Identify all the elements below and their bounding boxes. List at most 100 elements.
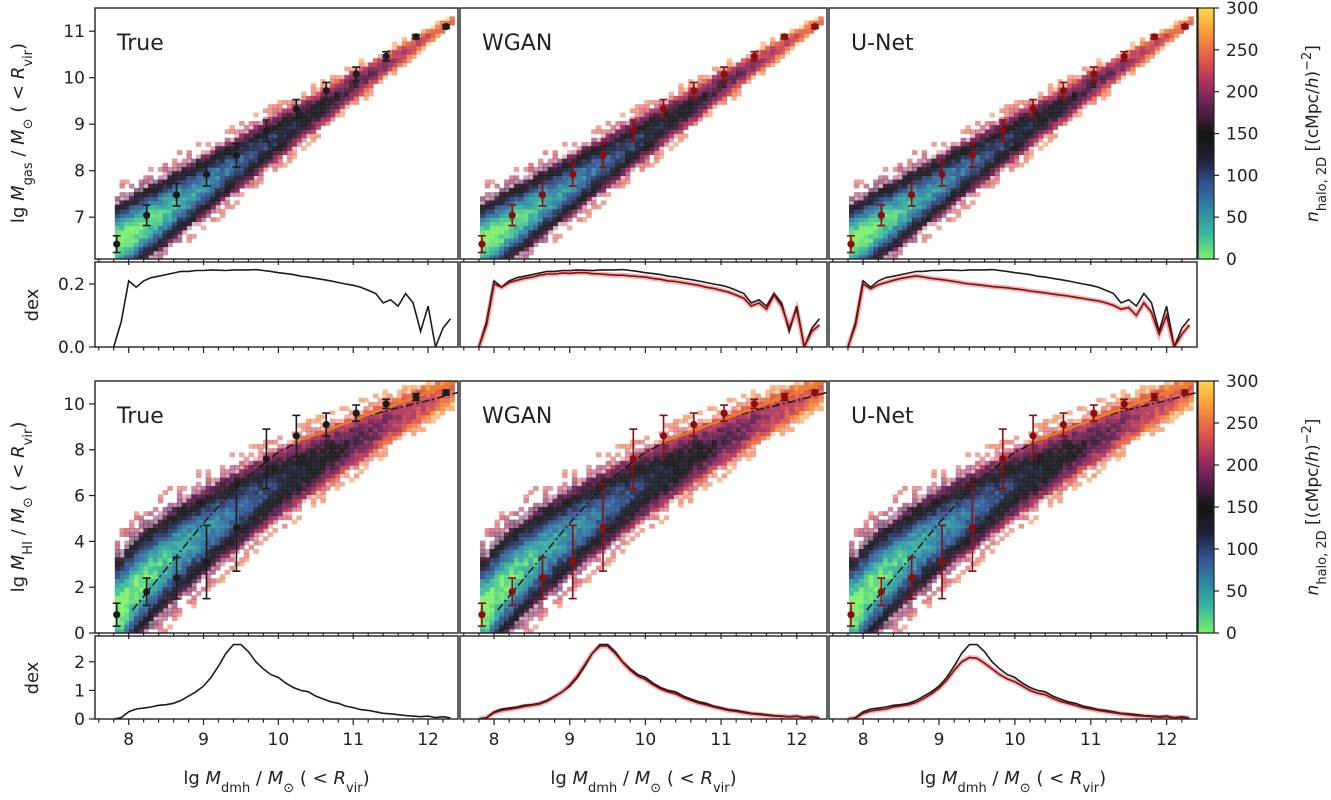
heatmap-cell bbox=[134, 549, 139, 554]
heatmap-cell bbox=[158, 524, 163, 529]
heatmap-cell bbox=[378, 452, 383, 457]
heatmap-cell bbox=[640, 520, 645, 525]
heatmap-cell bbox=[917, 196, 922, 201]
heatmap-cell bbox=[1014, 159, 1019, 164]
heatmap-cell bbox=[548, 205, 553, 210]
heatmap-cell bbox=[210, 209, 215, 214]
heatmap-cell bbox=[253, 121, 258, 126]
heatmap-cell bbox=[225, 553, 230, 558]
heatmap-cell bbox=[615, 175, 620, 180]
heatmap-cell bbox=[187, 587, 192, 592]
heatmap-cell bbox=[306, 100, 311, 105]
heatmap-cell bbox=[450, 16, 455, 21]
heatmap-cell bbox=[586, 180, 591, 185]
heatmap-cell bbox=[543, 499, 548, 504]
heatmap-cell bbox=[450, 21, 455, 26]
heatmap-cell bbox=[702, 79, 707, 84]
heatmap-cell bbox=[538, 612, 543, 617]
heatmap-cell bbox=[485, 226, 490, 231]
heatmap-cell bbox=[163, 608, 168, 613]
heatmap-cell bbox=[215, 154, 220, 159]
heatmap-cell bbox=[985, 180, 990, 185]
heatmap-cell bbox=[649, 108, 654, 113]
heatmap-cell bbox=[163, 536, 168, 541]
heatmap-cell bbox=[430, 37, 435, 42]
heatmap-cell bbox=[485, 230, 490, 235]
heatmap-cell bbox=[1174, 25, 1179, 30]
heatmap-cell bbox=[387, 419, 392, 424]
heatmap-cell bbox=[406, 410, 411, 415]
heatmap-cell bbox=[912, 209, 917, 214]
heatmap-cell bbox=[630, 511, 635, 516]
heatmap-cell bbox=[485, 557, 490, 562]
heatmap-cell bbox=[514, 578, 519, 583]
heatmap-cell bbox=[567, 507, 572, 512]
heatmap-cell bbox=[249, 545, 254, 550]
heatmap-cell bbox=[1028, 146, 1033, 151]
heatmap-cell bbox=[591, 473, 596, 478]
heatmap-cell bbox=[485, 192, 490, 197]
heatmap-cell bbox=[722, 96, 727, 101]
heatmap-cell bbox=[220, 146, 225, 151]
heatmap-cell bbox=[330, 431, 335, 436]
heatmap-cell bbox=[868, 251, 873, 256]
heatmap-cell bbox=[543, 175, 548, 180]
heatmap-cell bbox=[263, 167, 268, 172]
heatmap-cell bbox=[335, 100, 340, 105]
heatmap-cell bbox=[562, 578, 567, 583]
heatmap-cell bbox=[1028, 134, 1033, 139]
heatmap-cell bbox=[615, 125, 620, 130]
heatmap-cell bbox=[143, 528, 148, 533]
heatmap-cell bbox=[577, 549, 582, 554]
heatmap-cell bbox=[611, 129, 616, 134]
heatmap-cell bbox=[163, 188, 168, 193]
heatmap-cell bbox=[139, 251, 144, 256]
heatmap-cell bbox=[664, 138, 669, 143]
heatmap-cell bbox=[430, 415, 435, 420]
heatmap-cell bbox=[538, 608, 543, 613]
heatmap-cell bbox=[567, 545, 572, 550]
heatmap-cell bbox=[1053, 88, 1058, 93]
heatmap-cell bbox=[191, 515, 196, 520]
heatmap-cell bbox=[220, 478, 225, 483]
heatmap-cell bbox=[1038, 92, 1043, 97]
heatmap-cell bbox=[630, 108, 635, 113]
heatmap-cell bbox=[504, 616, 509, 621]
heatmap-cell bbox=[582, 520, 587, 525]
heatmap-cell bbox=[416, 50, 421, 55]
heatmap-cell bbox=[292, 121, 297, 126]
heatmap-cell bbox=[277, 154, 282, 159]
heatmap-cell bbox=[230, 520, 235, 525]
heatmap-cell bbox=[941, 200, 946, 205]
heatmap-cell bbox=[258, 129, 263, 134]
heatmap-cell bbox=[340, 436, 345, 441]
heatmap-cell bbox=[567, 213, 572, 218]
heatmap-cell bbox=[533, 570, 538, 575]
heatmap-cell bbox=[225, 524, 230, 529]
heatmap-cell bbox=[533, 591, 538, 596]
heatmap-cell bbox=[196, 549, 201, 554]
heatmap-cell bbox=[596, 184, 601, 189]
heatmap-cell bbox=[961, 163, 966, 168]
heatmap-cell bbox=[533, 234, 538, 239]
heatmap-cell bbox=[577, 175, 582, 180]
heatmap-cell bbox=[644, 150, 649, 155]
heatmap-cell bbox=[528, 238, 533, 243]
heatmap-cell bbox=[883, 192, 888, 197]
heatmap-cell bbox=[490, 570, 495, 575]
heatmap-cell bbox=[392, 436, 397, 441]
heatmap-cell bbox=[698, 108, 703, 113]
heatmap-cell bbox=[368, 402, 373, 407]
heatmap-cell bbox=[533, 587, 538, 592]
heatmap-cell bbox=[311, 457, 316, 462]
heatmap-cell bbox=[586, 154, 591, 159]
heatmap-cell bbox=[649, 150, 654, 155]
heatmap-cell bbox=[148, 562, 153, 567]
heatmap-cell bbox=[524, 616, 529, 621]
heatmap-cell bbox=[611, 138, 616, 143]
heatmap-cell bbox=[387, 62, 392, 67]
heatmap-cell bbox=[187, 238, 192, 243]
heatmap-cell bbox=[167, 578, 172, 583]
heatmap-cell bbox=[330, 469, 335, 474]
heatmap-cell bbox=[562, 503, 567, 508]
